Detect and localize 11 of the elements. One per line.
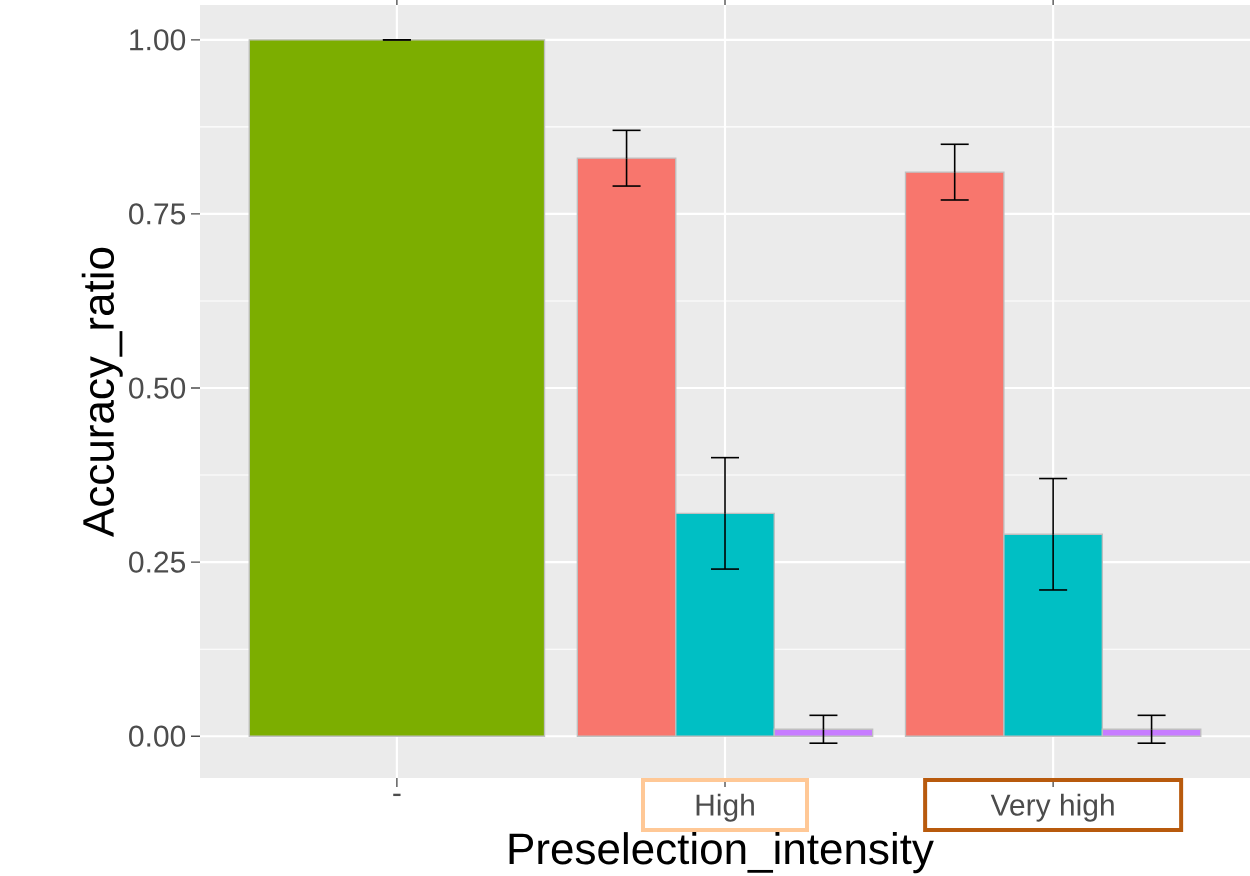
x-tick-label: High — [696, 793, 754, 822]
y-tick-label: 1.00 — [130, 29, 186, 51]
x-axis-title: Preselection_intensity — [509, 832, 934, 874]
x-tick-label: - — [393, 793, 401, 797]
y-tick-label: 0.00 — [129, 725, 186, 747]
y-axis-title: Accuracy_ratio — [81, 247, 123, 537]
y-tick-label: 0.25 — [129, 551, 186, 573]
bar — [248, 39, 546, 737]
y-tick-label: 0.50 — [129, 377, 186, 399]
x-tick-label: Very high — [990, 793, 1114, 822]
y-tick-label: 0.75 — [129, 203, 186, 225]
